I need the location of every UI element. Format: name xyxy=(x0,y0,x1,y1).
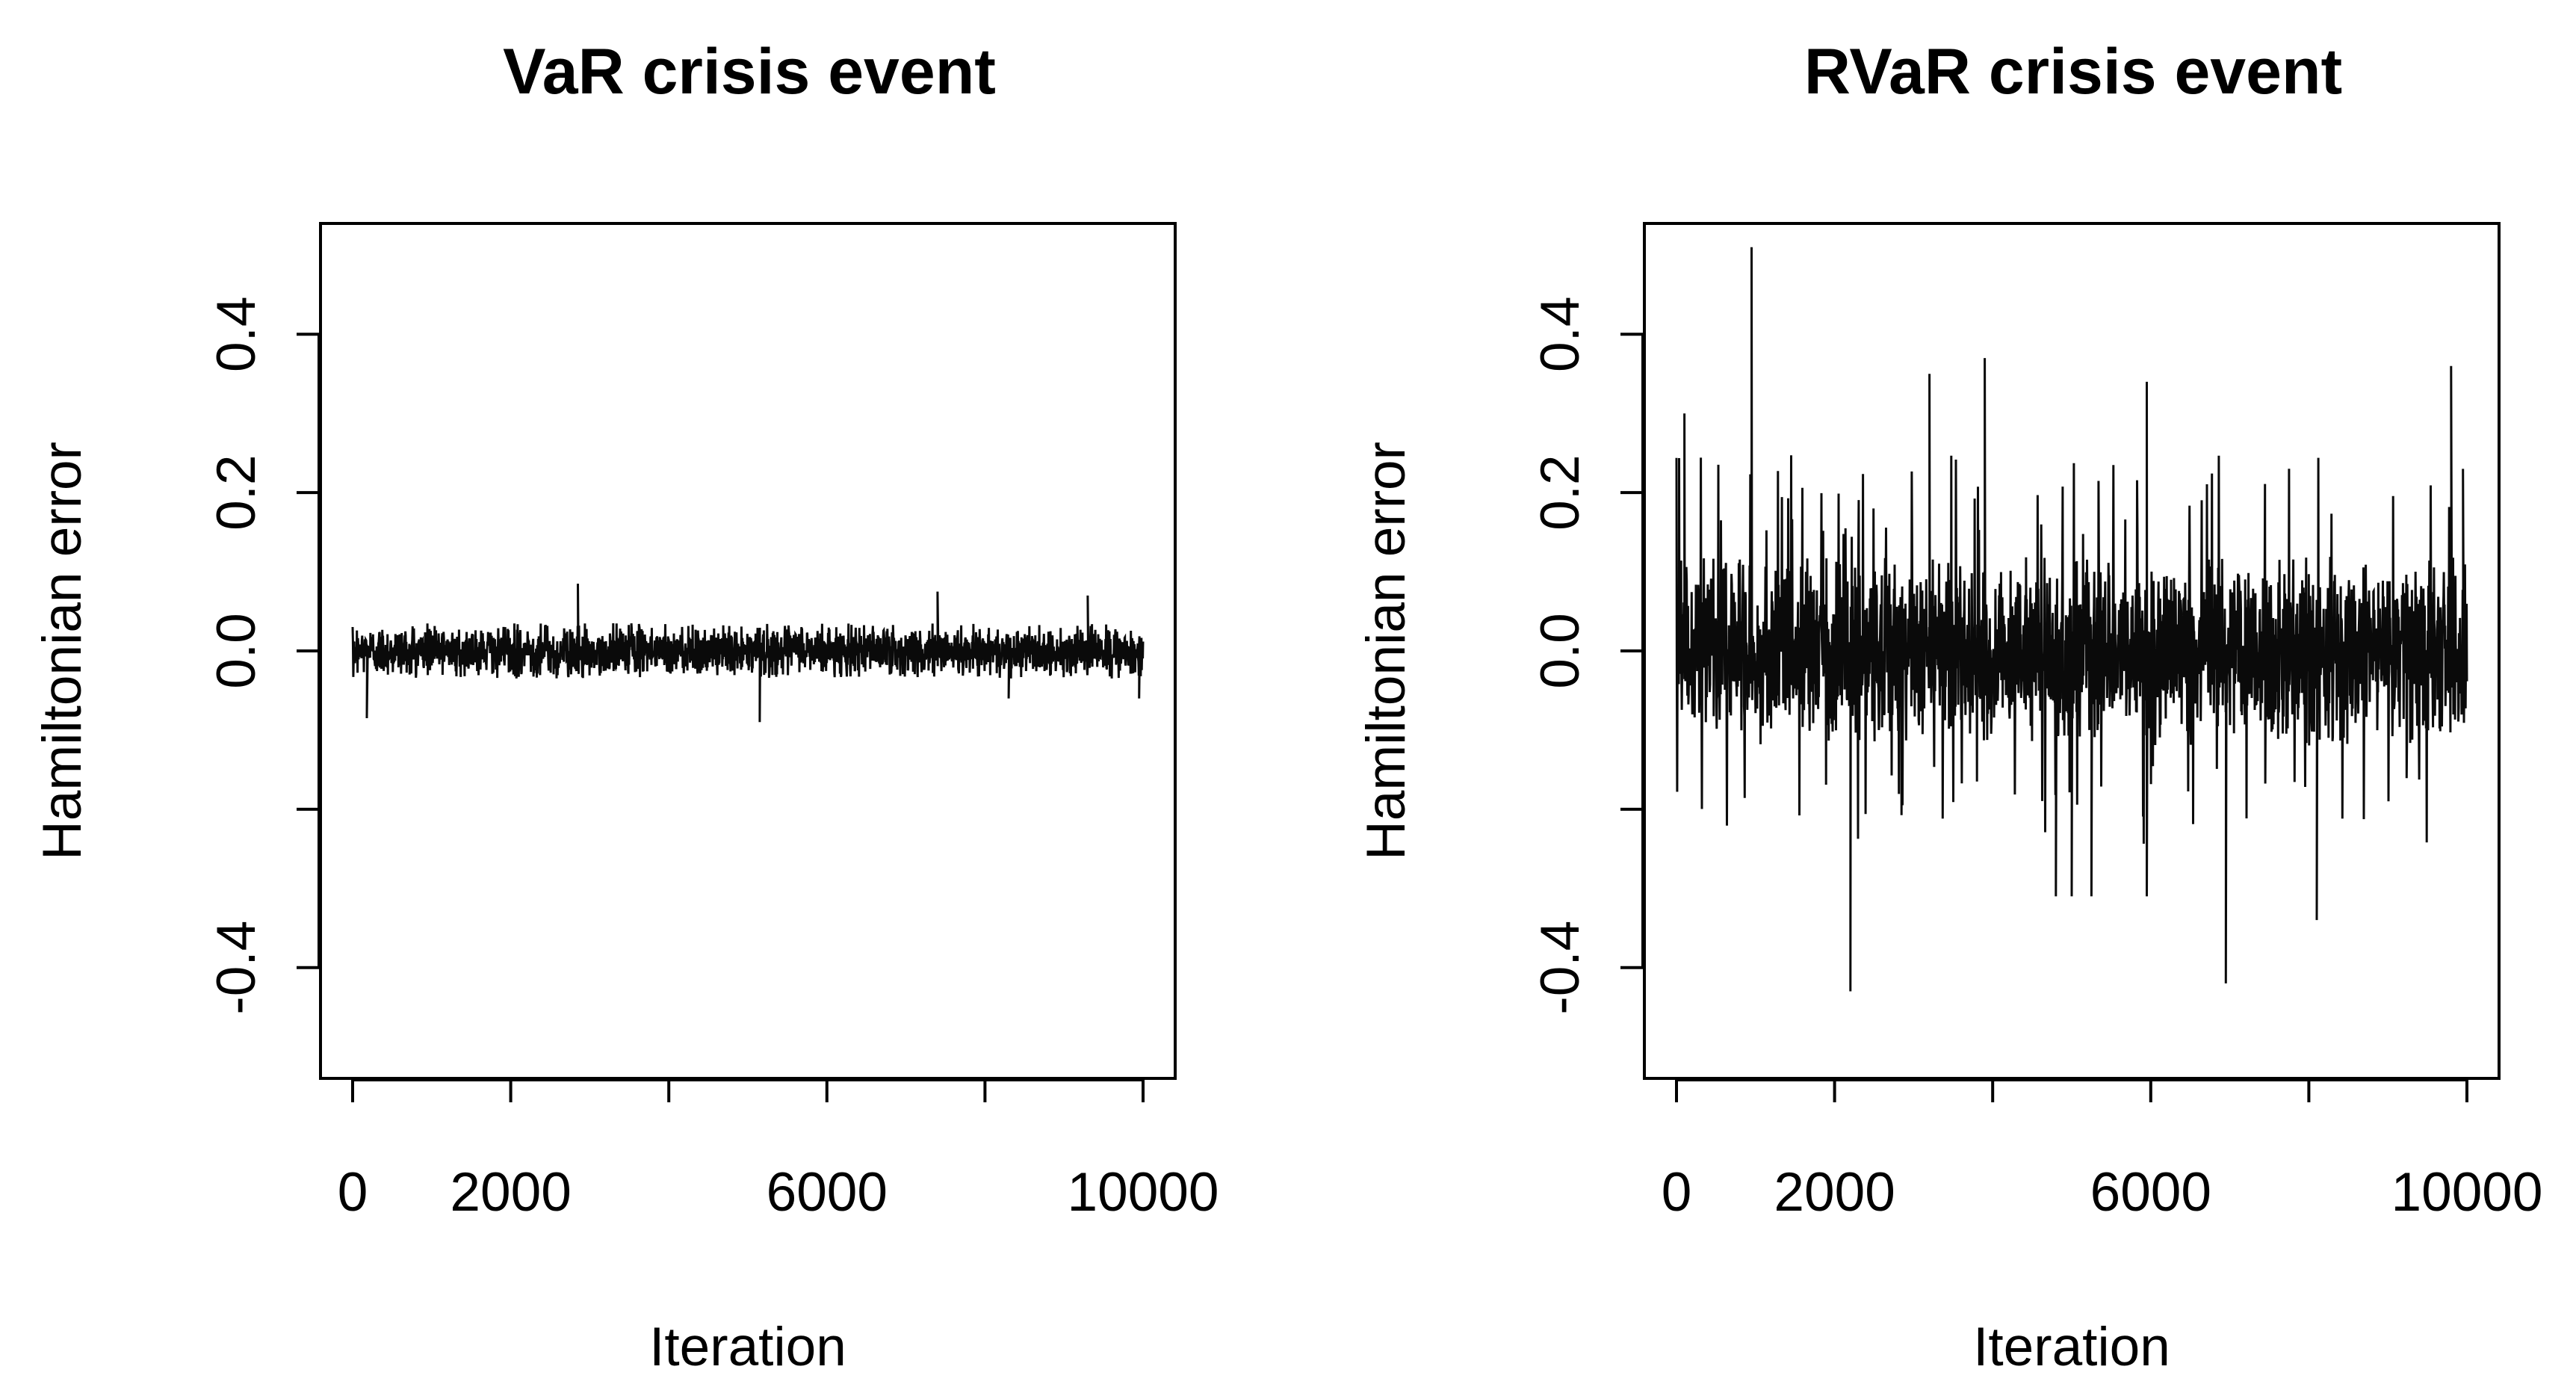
y-tick-label: 0.4 xyxy=(206,297,267,372)
y-axis-label: Hamiltonian error xyxy=(32,442,93,860)
trace-line xyxy=(351,583,1145,723)
y-tick-label: 0.2 xyxy=(206,454,267,530)
trace-series xyxy=(1675,247,2468,992)
y-tick-label: -0.4 xyxy=(206,921,267,1015)
x-axis: 0 2000 6000 10000 xyxy=(338,1078,1219,1223)
trace-line xyxy=(1675,247,2468,992)
y-tick-label: -0.4 xyxy=(1530,921,1591,1015)
trace-series xyxy=(351,583,1145,723)
panel-rvar: RVaR crisis event 0 2000 6000 10000 -0.4 0.0… xyxy=(1356,36,2543,1377)
x-tick-label: 2000 xyxy=(450,1162,571,1223)
x-axis: 0 2000 6000 10000 xyxy=(1662,1078,2543,1223)
x-tick-label: 6000 xyxy=(767,1162,888,1223)
x-tick-label: 2000 xyxy=(1774,1162,1895,1223)
x-axis-label: Iteration xyxy=(1973,1317,2170,1377)
panel-var: VaR crisis event 0 2000 6000 10000 -0.4 0.0 0… xyxy=(32,36,1219,1377)
x-axis-label: Iteration xyxy=(649,1317,846,1377)
x-tick-label: 0 xyxy=(338,1162,368,1223)
chart-title: VaR crisis event xyxy=(503,36,996,108)
x-tick-label: 6000 xyxy=(2090,1162,2211,1223)
y-tick-label: 0.0 xyxy=(206,613,267,688)
y-tick-label: 0.2 xyxy=(1530,454,1591,530)
y-tick-label: 0.0 xyxy=(1530,613,1591,688)
y-axis: -0.4 0.0 0.2 0.4 xyxy=(206,297,321,1015)
y-axis-label: Hamiltonian error xyxy=(1356,442,1417,860)
x-tick-label: 0 xyxy=(1662,1162,1692,1223)
y-axis: -0.4 0.0 0.2 0.4 xyxy=(1530,297,1644,1015)
x-tick-label: 10000 xyxy=(1068,1162,1219,1223)
chart-title: RVaR crisis event xyxy=(1804,36,2342,108)
y-tick-label: 0.4 xyxy=(1530,297,1591,372)
x-tick-label: 10000 xyxy=(2391,1162,2543,1223)
